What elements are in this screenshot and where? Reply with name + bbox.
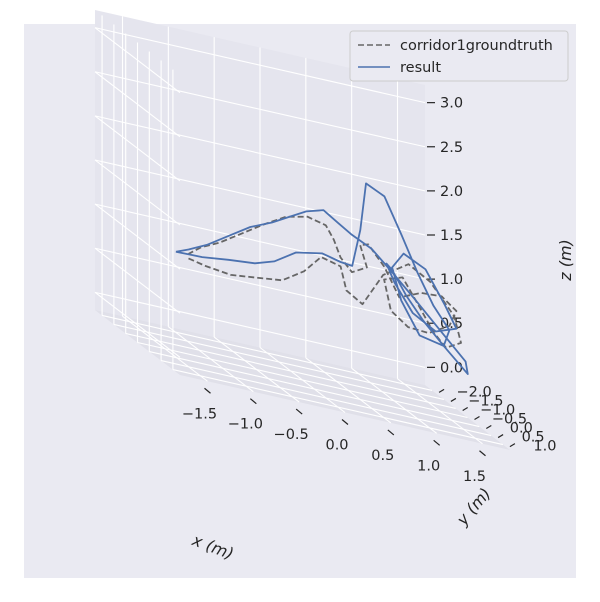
y-tick-label: −1.0 <box>480 402 515 418</box>
y-tick <box>497 434 504 439</box>
z-axis-label: z (m) <box>556 239 575 282</box>
z-gridline <box>94 115 426 192</box>
x-tick <box>204 387 211 394</box>
y-tick <box>485 425 492 430</box>
gridlines <box>94 15 504 446</box>
y-tick-label: −1.5 <box>468 393 503 409</box>
z-gridline <box>94 203 181 270</box>
y-tick <box>450 397 457 402</box>
y-tick <box>509 443 516 448</box>
z-gridline <box>94 203 426 280</box>
y-gridline <box>160 360 492 437</box>
x-tick-label: −1.5 <box>182 406 217 422</box>
series-line-corridor1groundtruth <box>188 215 462 349</box>
x-tick <box>295 408 303 415</box>
z-gridline <box>94 247 181 314</box>
z-tick-label: 1.0 <box>440 272 463 288</box>
legend-label-corridor1groundtruth: corridor1groundtruth <box>400 38 553 54</box>
x-tick <box>249 398 257 405</box>
z-gridline <box>94 159 426 236</box>
z-gridline <box>94 291 181 358</box>
y-tick-label: 0.5 <box>522 430 545 446</box>
y-tick-labels: −2.0 −1.5 −1.0 −0.5 0.0 0.5 1.0 <box>456 384 556 454</box>
x-tick <box>341 419 349 425</box>
y-tick <box>462 406 469 411</box>
series-line-result <box>175 182 469 375</box>
legend-label-result: result <box>400 60 441 76</box>
y-gridline <box>125 332 456 410</box>
z-tick-label: 3.0 <box>440 96 463 112</box>
z-gridline <box>94 115 181 182</box>
z-gridline <box>94 71 426 148</box>
x-tick <box>479 450 486 457</box>
y-gridline <box>172 369 504 446</box>
z-tick-label: 0.0 <box>440 360 463 376</box>
x-tick <box>433 439 441 446</box>
x-tick-label: −0.5 <box>274 427 309 443</box>
z-gridline <box>94 159 181 226</box>
z-tick-labels: 0.0 0.5 1.0 1.5 2.0 2.5 3.0 <box>440 96 463 377</box>
x-tick-label: −1.0 <box>228 417 263 433</box>
x-tick-label: 0.0 <box>325 438 348 454</box>
z-tick-label: 2.5 <box>440 140 463 156</box>
y-gridline <box>113 323 445 400</box>
y-gridline <box>101 314 433 391</box>
x-tick-labels: −1.5 −1.0 −0.5 0.0 0.5 1.0 1.5 <box>182 406 486 485</box>
x-tick <box>387 429 395 436</box>
series-lines <box>175 182 469 375</box>
y-tick <box>438 388 445 393</box>
y-gridline <box>137 341 468 419</box>
z-gridline <box>94 27 426 104</box>
legend: corridor1groundtruth result <box>349 30 569 82</box>
y-tick <box>474 415 480 421</box>
y-tick-label: −2.0 <box>456 384 491 400</box>
z-gridline <box>94 291 426 368</box>
z-tick-label: 1.5 <box>440 228 463 244</box>
y-tick-label: 0.0 <box>510 421 533 437</box>
x-tick-label: 1.5 <box>463 469 486 485</box>
y-tick-label: −0.5 <box>492 412 527 428</box>
legend-frame <box>349 30 569 82</box>
x-tick-label: 0.5 <box>371 448 394 464</box>
z-gridline <box>94 27 181 94</box>
z-tick-label: 2.0 <box>440 184 463 200</box>
z-gridline <box>94 71 181 138</box>
y-tick-label: 1.0 <box>533 439 556 455</box>
y-gridline <box>149 350 480 428</box>
x-tick-label: 1.0 <box>417 458 440 474</box>
z-gridline <box>94 247 426 324</box>
